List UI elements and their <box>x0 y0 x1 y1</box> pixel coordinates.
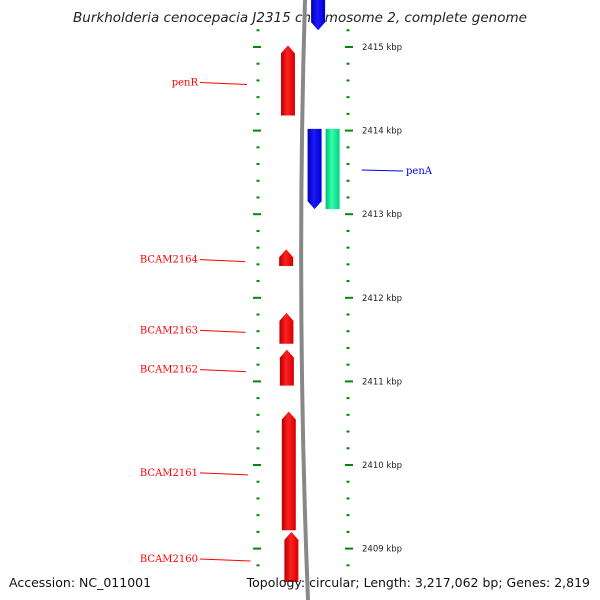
penr-gene-arrow <box>280 45 295 116</box>
label-leader-line <box>199 329 246 333</box>
bcam2163-gene-arrow <box>279 312 294 344</box>
bcam2162-gene-arrow <box>279 349 294 386</box>
bcam2160-gene-arrow <box>284 531 299 583</box>
gene-label: BCAM2163 <box>140 325 198 336</box>
scale-tick-label: 2410 kbp <box>362 461 402 471</box>
label-leader-line <box>199 472 248 476</box>
right-tick-marks <box>345 29 353 567</box>
scale-tick-label: 2409 kbp <box>362 545 402 555</box>
gene-arrow <box>325 128 340 210</box>
gene-label: BCAM2164 <box>140 255 198 266</box>
label-leader-line <box>199 369 246 373</box>
gene-arrow <box>311 0 326 31</box>
gene-label: penR <box>172 77 199 88</box>
map-title: Burkholderia cenocepacia J2315 chromosom… <box>73 10 527 26</box>
label-leader-line <box>199 259 246 263</box>
pena-gene-arrow <box>307 128 322 210</box>
gene-label: BCAM2162 <box>140 365 198 376</box>
gene-features <box>279 0 340 583</box>
label-leader-line <box>199 558 251 562</box>
label-leader-line <box>199 81 247 85</box>
scale-tick-label: 2412 kbp <box>362 294 402 304</box>
scale-tick-label: 2413 kbp <box>362 210 402 220</box>
scale-tick-label: 2411 kbp <box>362 377 402 387</box>
gene-label: BCAM2160 <box>140 554 198 565</box>
left-tick-marks <box>253 29 261 567</box>
label-leader-line <box>361 169 404 172</box>
bcam2161-gene-arrow <box>281 411 296 531</box>
chromosome-backbone <box>299 0 310 600</box>
accession-text: Accession: NC_011001 <box>9 575 152 590</box>
genome-summary-text: Topology: circular; Length: 3,217,062 bp… <box>246 575 590 590</box>
bcam2164-gene-arrow <box>279 249 294 267</box>
scale-tick-label: 2414 kbp <box>362 127 402 137</box>
gene-labels: penR penA BCAM2164 BCAM2163 BCAM2162 BCAM2161… <box>140 77 433 565</box>
gene-label: penA <box>406 166 433 177</box>
scale-tick-label: 2415 kbp <box>362 43 402 53</box>
gene-label: BCAM2161 <box>140 468 198 479</box>
scale-labels: 2415 kbp 2414 kbp 2413 kbp 2412 kbp 2411 kbp… <box>362 43 402 555</box>
